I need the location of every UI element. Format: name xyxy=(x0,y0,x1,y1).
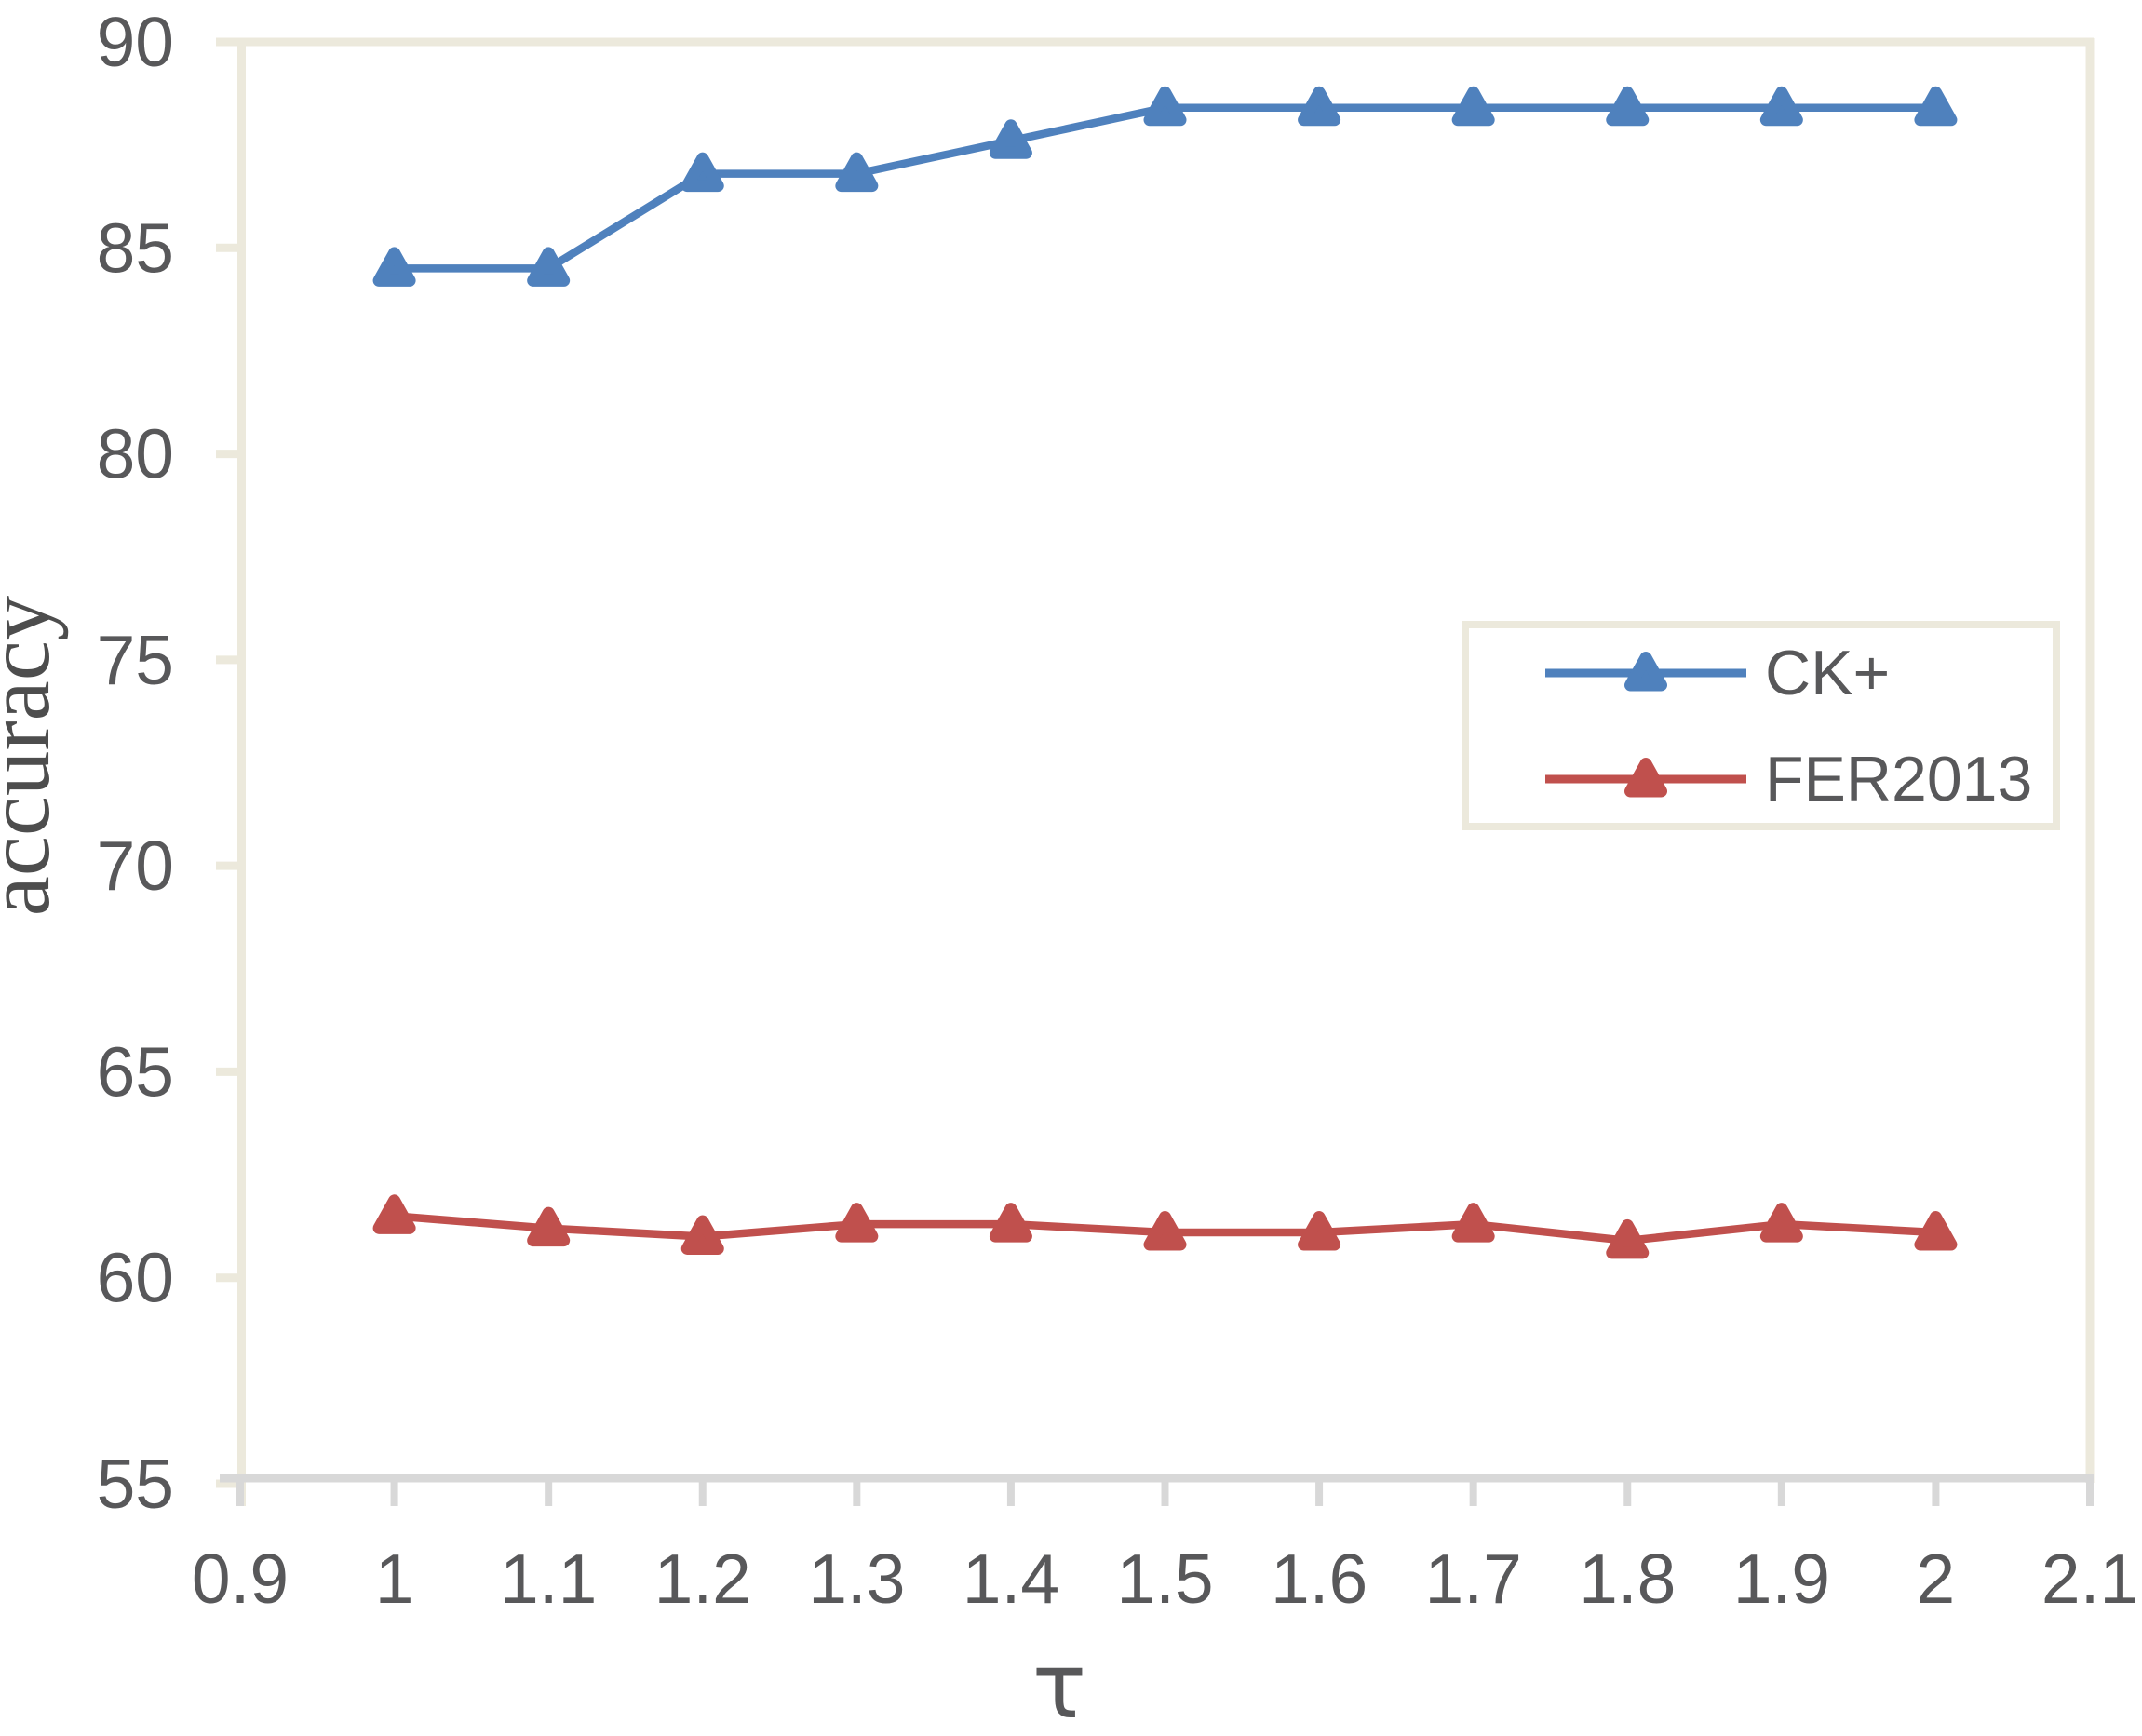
series-marker-ck- xyxy=(1914,86,1958,127)
x-tick-label: 2.1 xyxy=(2041,1540,2138,1618)
x-tick-label: 1.1 xyxy=(500,1540,597,1618)
plot-area xyxy=(216,37,2095,1506)
tick-labels: 55 60 65 70 75 80 85 90 0.9 1 1.1 1.2 1.3 1.4 1.5 1.6 1.… xyxy=(97,3,2139,1618)
x-tick-label: 1.8 xyxy=(1579,1540,1676,1618)
y-tick-label: 75 xyxy=(97,621,174,699)
series-marker-ck- xyxy=(989,119,1032,159)
x-tick-label: 1.7 xyxy=(1425,1540,1522,1618)
y-tick-label: 65 xyxy=(97,1032,174,1110)
series-marker-ck- xyxy=(835,152,879,193)
x-tick-label: 1.4 xyxy=(963,1540,1059,1618)
legend: CK+ FER2013 xyxy=(1462,621,2060,830)
y-tick-label: 70 xyxy=(97,827,174,905)
series-marker-fer2013 xyxy=(372,1194,416,1234)
series-marker-fer2013 xyxy=(1914,1211,1958,1251)
legend-swatch-marker xyxy=(1624,758,1667,798)
series-marker-fer2013 xyxy=(835,1203,879,1243)
legend-box xyxy=(1462,621,2060,830)
legend-label-ck-plus: CK+ xyxy=(1765,638,1890,708)
x-tick-label: 1.9 xyxy=(1733,1540,1830,1618)
y-tick-label: 80 xyxy=(97,415,174,493)
series-marker-ck- xyxy=(1759,86,1803,127)
x-tick-label: 1 xyxy=(375,1540,414,1618)
series-marker-fer2013 xyxy=(680,1215,724,1255)
y-tick-label: 60 xyxy=(97,1239,174,1317)
y-tick-label: 90 xyxy=(97,3,174,81)
series-marker-ck- xyxy=(1451,86,1495,127)
series-marker-ck- xyxy=(1606,86,1650,127)
series-marker-fer2013 xyxy=(1143,1211,1187,1251)
series-marker-ck- xyxy=(680,152,724,193)
series-marker-ck- xyxy=(372,247,416,287)
series-marker-fer2013 xyxy=(1451,1203,1495,1243)
series-line-ck- xyxy=(390,103,1940,273)
x-tick-label: 2 xyxy=(1917,1540,1956,1618)
series-marker-fer2013 xyxy=(1298,1211,1341,1251)
y-axis-title: accuracy xyxy=(0,595,68,916)
x-tick-label: 1.6 xyxy=(1271,1540,1367,1618)
legend-label-fer2013: FER2013 xyxy=(1765,744,2032,814)
legend-swatches xyxy=(1545,652,1746,798)
series-marker-ck- xyxy=(1298,86,1341,127)
series-marker-fer2013 xyxy=(989,1203,1032,1243)
x-tick-label: 1.3 xyxy=(808,1540,905,1618)
series-marker-fer2013 xyxy=(1606,1218,1650,1259)
series-marker-ck- xyxy=(527,247,571,287)
legend-swatch-marker xyxy=(1624,652,1667,692)
x-axis-title: τ xyxy=(1032,1634,1086,1736)
series-marker-fer2013 xyxy=(527,1206,571,1247)
y-tick-label: 85 xyxy=(97,209,174,287)
x-tick-label: 1.2 xyxy=(654,1540,751,1618)
series-marker-fer2013 xyxy=(1759,1203,1803,1243)
x-tick-label: 1.5 xyxy=(1116,1540,1213,1618)
x-tick-label: 0.9 xyxy=(192,1540,289,1618)
series-marker-ck- xyxy=(1143,86,1187,127)
y-tick-label: 55 xyxy=(97,1445,174,1523)
